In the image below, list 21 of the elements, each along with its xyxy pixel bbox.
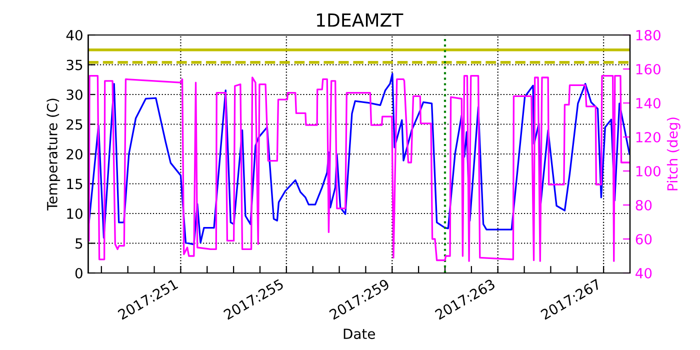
y2-tick-label: 60	[636, 234, 652, 244]
y2-tick-label: 120	[636, 132, 660, 142]
y2-tick-label: 40	[636, 268, 652, 278]
y-tick-label: 15	[67, 178, 82, 190]
y-tick-label: 35	[66, 60, 82, 70]
y2-tick-label: 160	[636, 64, 660, 74]
y2-axis-title: Pitch (deg)	[666, 118, 680, 190]
y-tick-label: 10	[67, 208, 82, 219]
y-axis-title: Temperature (C)	[46, 98, 60, 210]
x-axis-title: Date	[344, 328, 375, 340]
y2-tick-label: 100	[636, 166, 660, 176]
y2-tick-label: 140	[636, 98, 660, 108]
y-tick-label: 20	[66, 148, 82, 160]
y-tick-label: 0	[75, 268, 82, 278]
y-tick-label: 5	[76, 238, 82, 249]
y2-tick-label: 80	[636, 200, 652, 210]
y2-tick-label: 180	[636, 30, 660, 40]
y-tick-label: 30	[66, 89, 82, 100]
y-tick-label: 25	[66, 119, 82, 130]
y-tick-label: 40	[66, 30, 82, 40]
chart-title: 1DEAMZT	[317, 14, 404, 27]
